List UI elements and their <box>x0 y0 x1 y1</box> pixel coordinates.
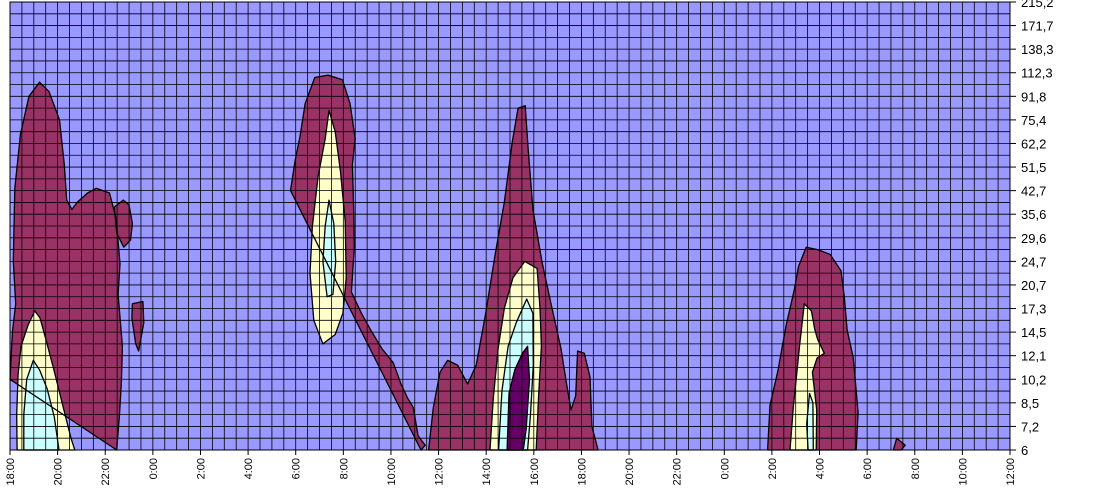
y-tick-label: 75,4 <box>1021 113 1046 128</box>
x-tick-label: 0:00 <box>719 458 731 479</box>
y-tick-label: 24,7 <box>1021 254 1046 269</box>
x-tick-label: 22:00 <box>672 458 684 486</box>
y-tick-label: 35,6 <box>1021 207 1046 222</box>
contour-region-1-outline <box>9 81 124 451</box>
y-tick-label: 171,7 <box>1021 19 1054 34</box>
contour-region-5-level-2-1-outline <box>489 260 543 451</box>
y-tick-label: 7,2 <box>1021 419 1039 434</box>
x-tick-label: 22:00 <box>100 458 112 486</box>
x-tick-label: 2:00 <box>767 458 779 479</box>
y-tick-label: 20,7 <box>1021 278 1046 293</box>
x-tick-label: 4:00 <box>815 458 827 479</box>
x-tick-label: 12:00 <box>434 458 446 486</box>
contour-region-2 <box>114 200 133 248</box>
y-tick-label: 62,2 <box>1021 136 1046 151</box>
y-tick-label: 215,2 <box>1021 0 1054 10</box>
x-tick-label: 4:00 <box>243 458 255 479</box>
x-tick-label: 2:00 <box>195 458 207 479</box>
y-tick-label: 138,3 <box>1021 42 1054 57</box>
contour-region-1-level-3-2-outline <box>23 359 60 451</box>
contour-region-1-level-3-2 <box>23 360 59 450</box>
contour-region-6-level-3-2-outline <box>806 392 814 451</box>
contour-region-4-level-2-1-outline <box>309 109 347 345</box>
x-tick-label: 14:00 <box>481 458 493 486</box>
contour-region-5-outline <box>427 105 599 451</box>
x-tick-label: 6:00 <box>862 458 874 479</box>
x-tick-label: 18:00 <box>576 458 588 486</box>
y-tick-label: 17,3 <box>1021 302 1046 317</box>
x-tick-label: 6:00 <box>291 458 303 479</box>
contour-region-4-level-3-2-outline <box>322 199 337 298</box>
x-tick-label: 20:00 <box>624 458 636 486</box>
contour-region-5-level-4-3-outline <box>506 345 531 451</box>
contour-region-6-level-2-1 <box>790 303 825 450</box>
y-tick-label: 112,3 <box>1021 66 1053 81</box>
contour-region-6-level-2-1-outline <box>789 303 825 451</box>
y-tick-label: 91,8 <box>1021 89 1046 104</box>
contour-region-7-outline <box>892 437 906 451</box>
y-tick-label: 42,7 <box>1021 184 1046 199</box>
y-tick-label: 29,6 <box>1021 231 1046 246</box>
contour-region-6-outline <box>766 246 859 451</box>
y-tick-label: 14,5 <box>1021 325 1046 340</box>
y-tick-label: 51,5 <box>1021 160 1046 175</box>
x-tick-label: 10:00 <box>957 458 969 486</box>
contour-region-4-outline <box>289 74 426 451</box>
x-tick-label: 18:00 <box>5 458 17 486</box>
y-tick-label: 12,1 <box>1021 349 1046 364</box>
x-tick-label: 8:00 <box>338 458 350 479</box>
contour-region-2-outline <box>113 199 134 248</box>
contour-region-5-level-3-2-outline <box>497 298 534 451</box>
x-tick-label: 16:00 <box>529 458 541 486</box>
x-tick-label: 20:00 <box>53 458 65 486</box>
x-tick-label: 0:00 <box>148 458 160 479</box>
y-tick-label: 8,5 <box>1021 396 1039 411</box>
x-tick-label: 8:00 <box>910 458 922 479</box>
contour-region-5-level-4-3 <box>507 346 530 450</box>
y-tick-label: 6 <box>1021 443 1028 458</box>
x-tick-label: 12:00 <box>1005 458 1017 486</box>
contour-region-3-outline <box>131 300 145 352</box>
x-tick-label: 10:00 <box>386 458 398 486</box>
contour-region-1-level-2-1-outline <box>16 310 76 451</box>
y-tick-label: 10,2 <box>1021 372 1046 387</box>
